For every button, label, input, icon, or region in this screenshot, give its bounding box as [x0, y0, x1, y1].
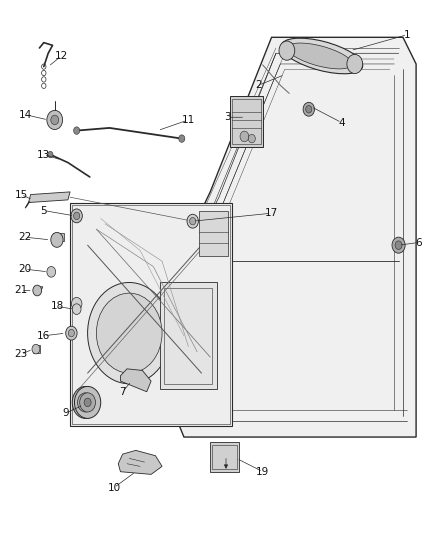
Circle shape — [347, 54, 363, 74]
Polygon shape — [120, 369, 151, 392]
Circle shape — [78, 393, 93, 412]
Text: 15: 15 — [14, 190, 28, 199]
Circle shape — [306, 106, 312, 113]
Text: 16: 16 — [37, 331, 50, 341]
Bar — [230, 96, 263, 147]
Text: 19: 19 — [256, 467, 269, 477]
Circle shape — [303, 102, 314, 116]
Circle shape — [279, 41, 295, 60]
Circle shape — [51, 115, 59, 125]
Circle shape — [240, 131, 249, 142]
Polygon shape — [70, 203, 232, 426]
Text: 11: 11 — [182, 115, 195, 125]
Text: 9: 9 — [62, 408, 69, 418]
Circle shape — [74, 212, 80, 220]
Circle shape — [187, 214, 198, 228]
Text: 4: 4 — [338, 118, 345, 127]
Circle shape — [72, 304, 81, 314]
Circle shape — [51, 232, 63, 247]
Bar — [72, 205, 230, 424]
Circle shape — [190, 217, 196, 225]
Circle shape — [68, 329, 74, 337]
Circle shape — [84, 398, 91, 407]
Circle shape — [74, 386, 101, 418]
Polygon shape — [53, 233, 64, 241]
Bar — [199, 211, 228, 256]
Text: 2: 2 — [255, 80, 262, 90]
Circle shape — [32, 344, 40, 354]
Circle shape — [71, 297, 82, 310]
Text: 20: 20 — [18, 264, 32, 274]
Text: 10: 10 — [107, 483, 120, 492]
Text: 7: 7 — [119, 387, 126, 397]
Ellipse shape — [288, 43, 352, 69]
Text: 5: 5 — [40, 206, 47, 215]
Ellipse shape — [281, 38, 363, 74]
Circle shape — [96, 293, 162, 373]
Bar — [210, 442, 239, 472]
Bar — [160, 282, 217, 389]
Text: 21: 21 — [14, 286, 28, 295]
Bar — [212, 445, 237, 469]
Bar — [232, 99, 261, 144]
Circle shape — [66, 326, 77, 340]
Text: 18: 18 — [50, 302, 64, 311]
Circle shape — [47, 110, 63, 130]
Polygon shape — [34, 287, 43, 294]
Circle shape — [72, 386, 99, 418]
Text: 6: 6 — [415, 238, 422, 247]
Circle shape — [48, 151, 53, 158]
Text: 1: 1 — [404, 30, 411, 39]
Text: 3: 3 — [224, 112, 231, 122]
Circle shape — [248, 134, 255, 143]
Polygon shape — [33, 345, 40, 353]
Circle shape — [392, 237, 405, 253]
Circle shape — [80, 393, 95, 412]
Circle shape — [88, 282, 171, 384]
Text: 17: 17 — [265, 208, 278, 218]
Text: 12: 12 — [55, 51, 68, 61]
Polygon shape — [118, 450, 162, 474]
Circle shape — [74, 127, 80, 134]
Circle shape — [33, 285, 42, 296]
Bar — [164, 288, 212, 384]
Text: 22: 22 — [18, 232, 32, 242]
Circle shape — [179, 135, 185, 142]
Polygon shape — [28, 192, 70, 203]
Text: 13: 13 — [37, 150, 50, 159]
Circle shape — [47, 266, 56, 277]
Text: 14: 14 — [18, 110, 32, 119]
Circle shape — [395, 241, 402, 249]
Circle shape — [71, 209, 82, 223]
Text: 23: 23 — [14, 350, 28, 359]
Polygon shape — [180, 37, 416, 437]
